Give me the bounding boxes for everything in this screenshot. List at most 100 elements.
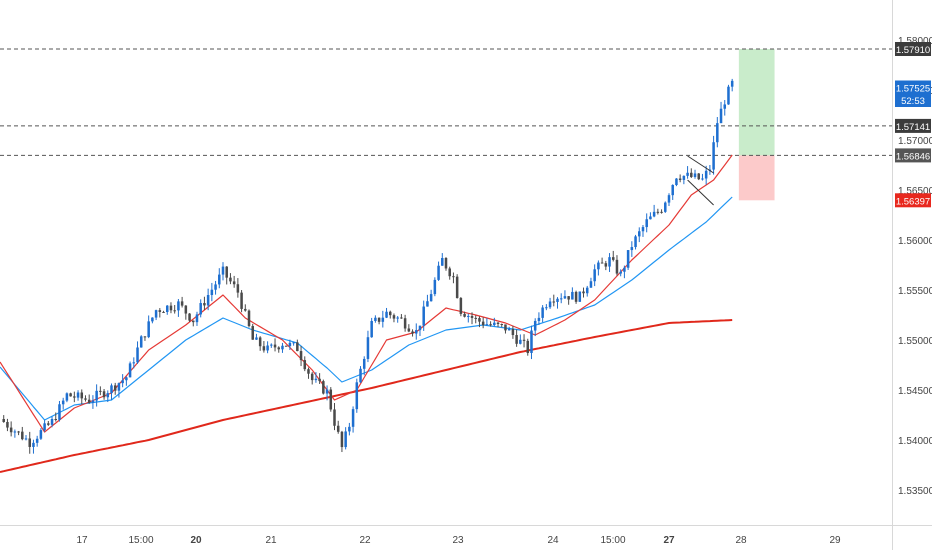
candle-body[interactable]	[110, 385, 113, 394]
candle-body[interactable]	[214, 284, 217, 290]
candle-body[interactable]	[686, 172, 689, 176]
candle-body[interactable]	[307, 369, 310, 374]
candle-body[interactable]	[6, 421, 9, 428]
candle-body[interactable]	[362, 358, 366, 369]
candle-body[interactable]	[192, 320, 195, 323]
candle-body[interactable]	[422, 306, 425, 326]
channel-line[interactable]	[687, 179, 714, 206]
candle-body[interactable]	[73, 396, 76, 398]
candle-body[interactable]	[24, 438, 28, 440]
candle-body[interactable]	[671, 185, 674, 196]
candle-body[interactable]	[690, 172, 693, 177]
candle-body[interactable]	[392, 315, 396, 319]
candle-body[interactable]	[504, 324, 507, 331]
candle-body[interactable]	[370, 320, 373, 338]
candle-body[interactable]	[99, 390, 102, 392]
candle-body[interactable]	[574, 291, 578, 302]
candle-body[interactable]	[270, 344, 273, 346]
candle-body[interactable]	[303, 360, 307, 370]
candle-body[interactable]	[13, 431, 17, 433]
candle-body[interactable]	[656, 211, 660, 213]
candle-body[interactable]	[95, 390, 98, 401]
candle-body[interactable]	[559, 298, 563, 300]
candle-body[interactable]	[117, 383, 121, 391]
candle-body[interactable]	[333, 409, 336, 426]
candle-body[interactable]	[619, 271, 622, 274]
candle-body[interactable]	[199, 303, 202, 315]
candle-body[interactable]	[507, 329, 511, 331]
candle-body[interactable]	[121, 380, 124, 384]
candle-body[interactable]	[281, 345, 284, 350]
candle-body[interactable]	[407, 328, 411, 332]
candle-body[interactable]	[143, 336, 147, 338]
candle-body[interactable]	[463, 313, 466, 317]
candle-body[interactable]	[645, 219, 648, 228]
candle-body[interactable]	[589, 281, 593, 288]
candle-body[interactable]	[128, 363, 132, 378]
candle-body[interactable]	[444, 258, 448, 269]
candle-body[interactable]	[87, 399, 91, 403]
candle-body[interactable]	[221, 266, 225, 275]
candle-body[interactable]	[236, 284, 240, 293]
candle-body[interactable]	[162, 311, 165, 313]
candle-body[interactable]	[366, 337, 370, 359]
candle-body[interactable]	[693, 173, 697, 177]
candle-body[interactable]	[314, 378, 318, 381]
candle-body[interactable]	[61, 400, 65, 405]
candle-body[interactable]	[9, 427, 13, 433]
candle-body[interactable]	[84, 398, 87, 400]
candle-body[interactable]	[593, 269, 596, 282]
candle-body[interactable]	[381, 317, 385, 322]
candle-body[interactable]	[626, 250, 630, 268]
candle-body[interactable]	[32, 442, 35, 447]
candle-body[interactable]	[474, 317, 477, 319]
candle-body[interactable]	[125, 377, 128, 381]
candle-body[interactable]	[43, 423, 46, 431]
candle-body[interactable]	[195, 314, 199, 323]
candle-body[interactable]	[251, 326, 254, 340]
candle-body[interactable]	[489, 324, 492, 326]
candle-body[interactable]	[623, 267, 626, 272]
candle-body[interactable]	[180, 301, 184, 306]
candle-body[interactable]	[664, 202, 667, 212]
candle-body[interactable]	[203, 303, 206, 306]
candle-body[interactable]	[54, 418, 58, 420]
candle-body[interactable]	[675, 178, 678, 186]
candle-body[interactable]	[348, 426, 351, 432]
candle-body[interactable]	[151, 317, 154, 322]
candle-body[interactable]	[158, 310, 162, 312]
candle-body[interactable]	[39, 430, 43, 439]
candle-body[interactable]	[139, 336, 143, 348]
candle-body[interactable]	[515, 335, 518, 344]
candle-body[interactable]	[630, 247, 634, 251]
candle-body[interactable]	[377, 317, 381, 322]
candle-body[interactable]	[567, 296, 570, 300]
candle-body[interactable]	[2, 419, 5, 422]
candle-body[interactable]	[500, 323, 504, 325]
candle-body[interactable]	[578, 291, 582, 302]
candle-body[interactable]	[437, 265, 440, 280]
candle-body[interactable]	[441, 258, 444, 266]
candle-body[interactable]	[530, 330, 533, 353]
target-zone[interactable]	[738, 49, 775, 156]
candle-body[interactable]	[344, 431, 347, 448]
candle-body[interactable]	[452, 276, 455, 278]
candle-body[interactable]	[69, 393, 72, 397]
channel-line[interactable]	[687, 155, 714, 174]
candle-body[interactable]	[638, 231, 641, 237]
candle-body[interactable]	[400, 317, 403, 319]
candle-body[interactable]	[496, 322, 500, 324]
candle-body[interactable]	[522, 339, 526, 341]
candle-body[interactable]	[266, 345, 269, 351]
candle-body[interactable]	[660, 211, 663, 213]
candle-body[interactable]	[35, 438, 39, 443]
candle-body[interactable]	[418, 325, 422, 331]
candle-body[interactable]	[652, 211, 656, 217]
candle-body[interactable]	[310, 373, 314, 381]
candle-body[interactable]	[58, 404, 61, 420]
candle-body[interactable]	[325, 389, 329, 394]
candle-body[interactable]	[262, 346, 266, 351]
candle-body[interactable]	[537, 317, 541, 321]
